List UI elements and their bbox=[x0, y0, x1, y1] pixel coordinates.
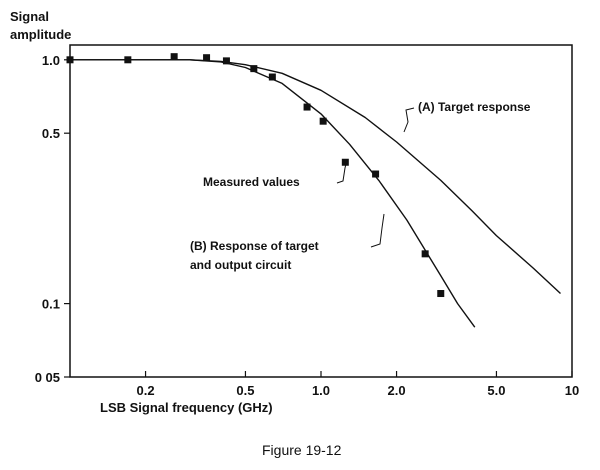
measured-point-8 bbox=[319, 117, 327, 125]
series-group bbox=[70, 59, 561, 328]
x-tick-label-2: 1.0 bbox=[312, 383, 330, 398]
measured-point-11 bbox=[421, 250, 429, 258]
measured-point-7 bbox=[303, 103, 311, 111]
measured-point-9 bbox=[341, 158, 349, 166]
series-line-1 bbox=[70, 59, 476, 328]
measured-point-1 bbox=[124, 56, 132, 64]
leader-measured-values bbox=[336, 159, 348, 184]
y-axis-label-line-1: Signal bbox=[10, 9, 49, 24]
leader-response-circuit bbox=[370, 213, 385, 248]
x-tick-label-0: 0.2 bbox=[137, 383, 155, 398]
measured-point-3 bbox=[203, 54, 211, 62]
x-tick-label-5: 10 bbox=[565, 383, 579, 398]
x-tick-label-1: 0.5 bbox=[236, 383, 254, 398]
x-tick-label-4: 5.0 bbox=[487, 383, 505, 398]
measured-markers bbox=[66, 53, 445, 298]
measured-point-6 bbox=[268, 73, 276, 81]
annotation-measured-values: Measured values bbox=[203, 175, 300, 189]
annotation-response-line-2: and output circuit bbox=[190, 258, 291, 272]
y-axis-label-line-2: amplitude bbox=[10, 27, 71, 42]
measured-point-5 bbox=[250, 65, 258, 73]
measured-point-12 bbox=[437, 290, 445, 298]
figure-caption: Figure 19-12 bbox=[262, 442, 342, 458]
measured-point-2 bbox=[170, 53, 178, 61]
plot-frame bbox=[69, 44, 573, 378]
x-tick-label-3: 2.0 bbox=[388, 383, 406, 398]
annotation-leaders bbox=[336, 107, 415, 248]
measured-point-10 bbox=[372, 170, 380, 178]
series-line-0 bbox=[70, 59, 561, 295]
x-axis-label: LSB Signal frequency (GHz) bbox=[100, 400, 273, 415]
leader-target-response bbox=[403, 107, 415, 133]
measured-point-0 bbox=[66, 56, 74, 64]
annotation-response-line-1: (B) Response of target bbox=[190, 239, 319, 253]
x-axis-ticks: 0.2 0.5 1.0 2.0 5.0 10 bbox=[137, 371, 579, 398]
y-tick-label-2: 0.1 bbox=[42, 297, 60, 312]
measured-point-4 bbox=[222, 57, 230, 65]
y-tick-label-3: 0 05 bbox=[35, 370, 60, 385]
y-tick-label-1: 0.5 bbox=[42, 126, 60, 141]
annotation-target-response: (A) Target response bbox=[418, 100, 531, 114]
y-axis-ticks: 1.0 0.5 0.1 0 05 bbox=[35, 53, 70, 385]
y-tick-label-0: 1.0 bbox=[42, 53, 60, 68]
